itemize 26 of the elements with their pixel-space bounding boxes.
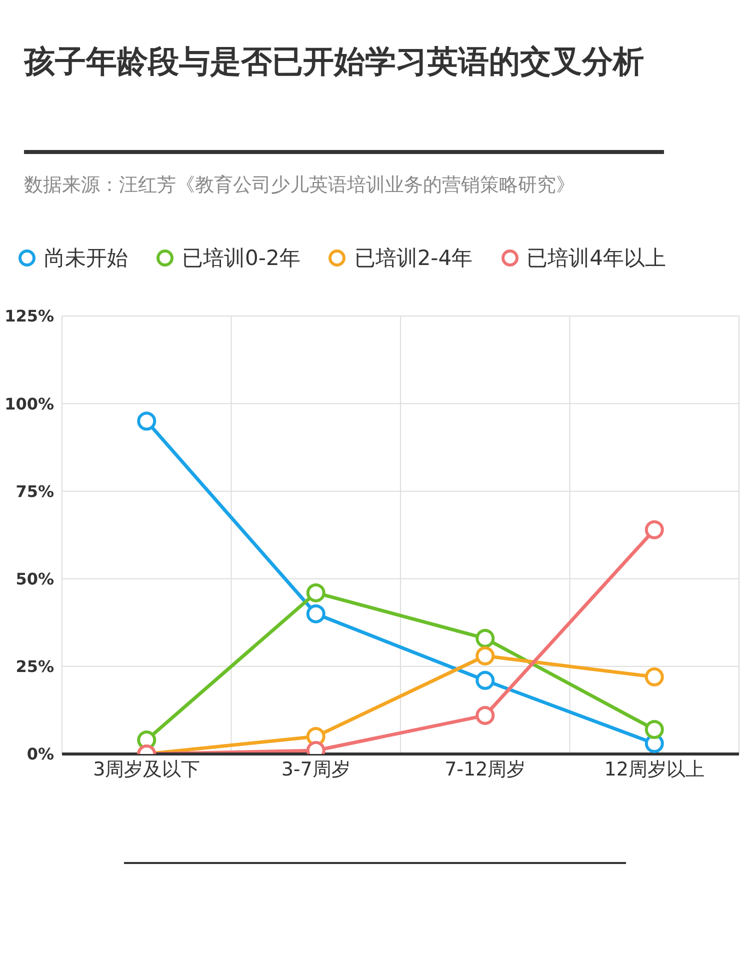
point (644, 667, 664, 686)
y-tick-label: 100% (4, 394, 54, 414)
x-tick-label: 7-12周岁 (444, 758, 526, 780)
legend-label: 已培训4年以上 (526, 245, 666, 272)
x-tick-label: 3周岁及以下 (93, 758, 200, 780)
point (476, 670, 495, 690)
point (476, 706, 495, 725)
x-tick-label: 12周岁以上 (604, 758, 704, 780)
y-tick-label: 50% (16, 569, 54, 588)
point (644, 520, 664, 540)
point (306, 583, 326, 602)
source-note: 数据来源：汪红芳《教育公司少儿英语培训业务的营销策略研究》 (24, 173, 575, 198)
y-tick-label: 25% (16, 657, 54, 676)
legend-label: 尚未开始 (44, 245, 128, 272)
point (306, 604, 326, 624)
point (137, 412, 156, 431)
y-tick-label: 125% (4, 306, 54, 326)
y-tick-label: 75% (16, 482, 54, 501)
chart-title: 孩子年龄段与是否已开始学习英语的交叉分析 (24, 43, 645, 82)
point (644, 720, 664, 739)
legend-label: 已培训0-2年 (182, 245, 300, 272)
legend-label: 已培训2-4年 (354, 245, 473, 272)
y-tick-label: 0% (26, 744, 54, 764)
point (476, 646, 495, 666)
point (476, 628, 495, 648)
x-tick-label: 3-7周岁 (281, 758, 350, 780)
